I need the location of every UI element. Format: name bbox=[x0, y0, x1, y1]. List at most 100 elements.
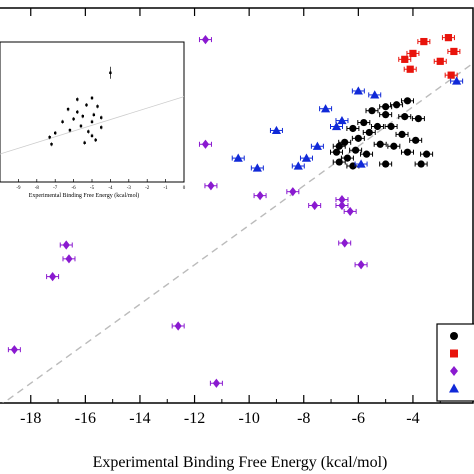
inset-x-tick-label: -4 bbox=[108, 186, 113, 191]
data-point-diamond bbox=[65, 254, 73, 264]
inset-data-point bbox=[81, 115, 84, 118]
inset-data-point bbox=[66, 108, 70, 111]
inset-frame bbox=[0, 41, 185, 183]
inset-x-tick-label: -3 bbox=[127, 186, 132, 191]
data-point-circle bbox=[387, 122, 395, 131]
data-point-triangle bbox=[293, 161, 303, 170]
diagonal-line bbox=[2, 62, 473, 403]
plot-frame bbox=[0, 7, 474, 404]
x-tick-label: -10 bbox=[238, 410, 259, 427]
data-point-square bbox=[420, 37, 428, 46]
legend-marker-diamond bbox=[450, 366, 458, 376]
data-point-diamond bbox=[256, 191, 264, 201]
inset-data-point bbox=[79, 124, 83, 128]
inset-x-tick-label: -1 bbox=[164, 186, 169, 191]
data-point-diamond bbox=[289, 187, 297, 197]
inset-data-point bbox=[54, 131, 57, 135]
data-point-circle bbox=[349, 124, 357, 133]
inset-data-point bbox=[76, 110, 79, 114]
inset-data-point bbox=[90, 120, 94, 123]
inset-chart: -9 -8 -7 -6 -5 -4 -3 -2 -1 0 Experimental Binding … bbox=[0, 41, 186, 199]
data-point-diamond bbox=[48, 272, 57, 282]
x-tick-label: -12 bbox=[184, 410, 205, 427]
inset-data-point bbox=[87, 130, 90, 133]
data-point-circle bbox=[335, 158, 343, 166]
inset-x-tick-label: -6 bbox=[72, 186, 77, 191]
data-point-circle bbox=[373, 122, 382, 131]
data-point-square bbox=[401, 55, 409, 63]
inset-x-tick-label: 0 bbox=[183, 186, 186, 191]
data-point-circle bbox=[401, 113, 409, 121]
data-point-triangle bbox=[320, 104, 331, 113]
inset-data-point bbox=[92, 113, 96, 116]
data-point-triangle bbox=[452, 76, 462, 85]
data-point-circle bbox=[352, 146, 360, 154]
inset-data-point bbox=[90, 96, 94, 100]
data-point-diamond bbox=[201, 35, 210, 45]
data-point-diamond bbox=[346, 206, 354, 217]
data-point-diamond bbox=[212, 378, 220, 388]
data-point-square bbox=[406, 65, 414, 73]
data-point-triangle bbox=[312, 141, 322, 150]
legend-marker-square bbox=[450, 349, 458, 358]
inset-data-point bbox=[94, 138, 97, 142]
data-point-diamond bbox=[62, 240, 70, 250]
x-tick-label: -8 bbox=[297, 410, 310, 427]
main-data-points bbox=[7, 34, 464, 388]
main-axes: -18 -16 -14 -12 -10 -8 -6 -4 bbox=[0, 7, 474, 427]
data-point-circle bbox=[376, 140, 384, 148]
data-point-triangle bbox=[233, 153, 243, 162]
data-point-diamond bbox=[341, 238, 349, 248]
data-point-square bbox=[447, 71, 455, 79]
data-point-triangle bbox=[337, 115, 347, 125]
data-point-circle bbox=[360, 118, 368, 127]
inset-x-tick-label: -2 bbox=[145, 186, 150, 191]
data-point-diamond bbox=[311, 200, 319, 211]
inset-plot-area bbox=[0, 66, 184, 155]
data-point-triangle bbox=[331, 121, 342, 131]
inset-data-point bbox=[100, 126, 103, 129]
data-point-circle bbox=[368, 107, 376, 115]
data-point-circle bbox=[382, 103, 390, 111]
data-point-circle bbox=[354, 134, 362, 142]
legend bbox=[436, 323, 474, 402]
inset-fit-line bbox=[0, 96, 184, 155]
data-point-circle bbox=[365, 128, 373, 137]
data-point-triangle bbox=[356, 159, 366, 168]
inset-x-tick-label: -8 bbox=[35, 186, 40, 191]
data-point-circle bbox=[417, 160, 425, 168]
inset-data-point bbox=[100, 116, 103, 119]
data-point-diamond bbox=[338, 200, 346, 211]
inset-x-tick-label: -9 bbox=[16, 186, 21, 191]
diagonal-reference-line bbox=[2, 62, 473, 403]
inset-data-point bbox=[61, 120, 64, 123]
data-point-circle bbox=[403, 148, 412, 156]
legend-marker-triangle bbox=[449, 383, 459, 393]
data-point-diamond bbox=[174, 321, 182, 331]
data-point-circle bbox=[390, 142, 398, 150]
data-point-circle bbox=[403, 97, 412, 105]
data-point-circle bbox=[362, 150, 371, 158]
inset-data-point bbox=[90, 134, 94, 137]
data-point-triangle bbox=[370, 90, 380, 99]
data-point-triangle bbox=[353, 86, 363, 95]
x-tick-label: -16 bbox=[75, 410, 96, 427]
inset-x-tick-label: -7 bbox=[53, 186, 58, 191]
data-point-triangle bbox=[252, 163, 262, 172]
data-point-square bbox=[450, 47, 458, 56]
data-point-circle bbox=[341, 138, 349, 146]
inset-x-axis-label: Experimental Binding Free Energy (kcal/m… bbox=[29, 192, 140, 199]
data-point-diamond bbox=[10, 345, 18, 355]
inset-data-point bbox=[50, 143, 53, 146]
data-point-triangle bbox=[301, 153, 312, 162]
data-point-circle bbox=[382, 160, 390, 168]
x-tick-label: -14 bbox=[129, 410, 150, 427]
data-point-diamond bbox=[207, 181, 215, 191]
inset-data-point bbox=[96, 105, 99, 108]
inset-x-tick-label: -5 bbox=[90, 186, 95, 191]
data-point-circle bbox=[412, 136, 420, 144]
data-point-diamond bbox=[201, 139, 210, 149]
data-point-circle bbox=[392, 101, 401, 109]
legend-marker-circle bbox=[450, 332, 458, 340]
